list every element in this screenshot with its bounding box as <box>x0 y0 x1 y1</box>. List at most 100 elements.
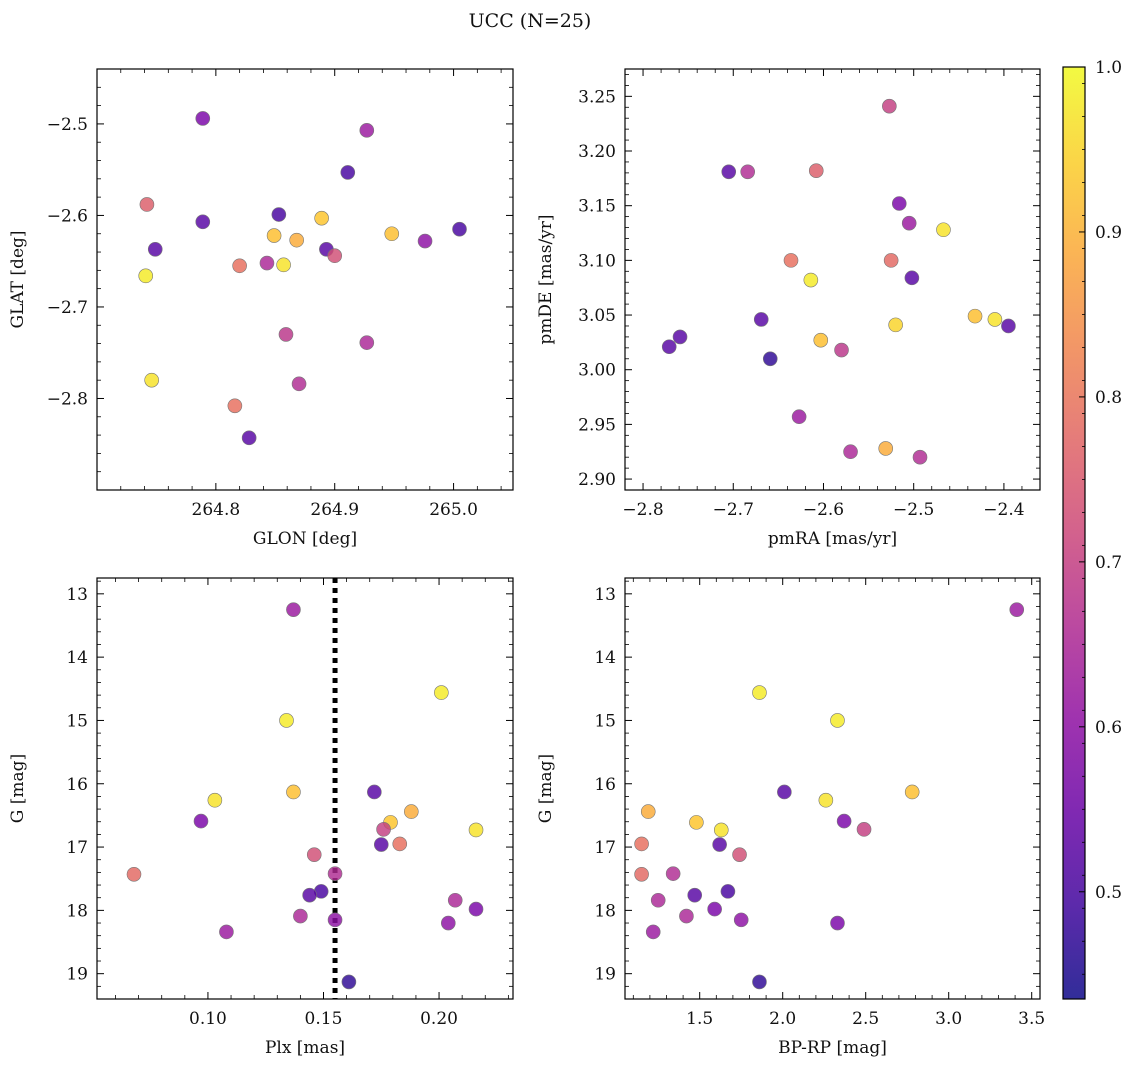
data-point <box>241 430 257 446</box>
x-tick-label: 0.15 <box>305 1009 343 1029</box>
y-tick-label: 3.05 <box>578 306 616 326</box>
colorbar-tick-label: 0.8 <box>1095 388 1122 408</box>
y-tick-label: −2.6 <box>47 206 88 226</box>
figure-title: UCC (N=25) <box>469 10 592 32</box>
data-point <box>1001 318 1016 334</box>
data-point <box>830 713 845 728</box>
data-point <box>883 253 899 268</box>
y-tick-label: 18 <box>594 901 616 921</box>
data-point <box>912 449 928 465</box>
data-point <box>672 329 688 345</box>
data-point <box>904 784 920 800</box>
data-point <box>753 312 769 327</box>
data-point <box>227 398 243 414</box>
data-point <box>687 887 703 903</box>
x-tick-label: −2.7 <box>713 500 754 520</box>
data-point <box>138 268 154 284</box>
data-point <box>783 253 799 268</box>
data-point <box>661 339 677 355</box>
data-point <box>987 312 1003 327</box>
data-point <box>468 901 484 917</box>
data-point <box>447 892 463 908</box>
data-point <box>752 685 767 700</box>
data-point <box>645 924 661 940</box>
data-point <box>417 233 433 249</box>
y-tick-label: 13 <box>66 585 88 605</box>
data-point <box>634 836 649 852</box>
data-point <box>791 409 807 425</box>
axes-frame <box>624 577 1041 1000</box>
panel-plx-g: 0.10 0.15 0.20 13 14 15 16 17 18 19 Plx [mas] G [ma… <box>8 577 514 1058</box>
data-point <box>144 372 159 388</box>
y-tick-label: 19 <box>66 965 88 985</box>
y-tick-label: 16 <box>66 775 88 795</box>
x-tick-label: 0.20 <box>420 1009 458 1029</box>
data-point <box>126 866 142 882</box>
data-point <box>904 270 920 286</box>
y-tick-label: 18 <box>66 901 88 921</box>
data-point <box>803 272 819 288</box>
data-point <box>640 804 656 819</box>
data-point <box>367 784 382 800</box>
data-point <box>327 248 343 264</box>
data-point <box>286 784 301 800</box>
data-point <box>340 165 356 180</box>
data-point <box>434 685 449 700</box>
colorbar-tick-label: 0.9 <box>1095 223 1122 243</box>
data-point <box>147 241 163 257</box>
x-tick-label: 265.0 <box>429 500 478 520</box>
data-point <box>834 342 849 358</box>
x-tick-label: 2.5 <box>852 1009 879 1029</box>
y-tick-label: 3.10 <box>578 251 616 271</box>
data-point <box>468 822 484 838</box>
y-tick-label: 15 <box>594 711 616 731</box>
colorbar-tick-label: 0.5 <box>1095 883 1122 903</box>
data-point <box>888 317 903 333</box>
data-point <box>713 822 729 838</box>
y-tick-label: 3.00 <box>578 361 616 381</box>
colorbar-tick-label: 0.7 <box>1095 553 1122 573</box>
y-tick-label: 16 <box>594 775 616 795</box>
y-tick-label: 14 <box>66 648 88 668</box>
data-point <box>266 228 282 243</box>
data-point <box>373 837 389 852</box>
data-point <box>259 255 275 271</box>
data-point <box>733 912 749 928</box>
points-group <box>138 111 467 446</box>
y-tick-label: −2.7 <box>47 298 88 318</box>
x-tick-label: −2.4 <box>983 500 1024 520</box>
data-point <box>1009 602 1025 617</box>
x-tick-label: −2.8 <box>622 500 663 520</box>
data-point <box>830 915 845 931</box>
data-point <box>452 221 467 237</box>
y-tick-label: 2.90 <box>578 470 616 490</box>
data-point <box>936 222 951 238</box>
y-axis-label: G [mag] <box>8 754 28 823</box>
x-axis-label: BP-RP [mag] <box>778 1038 887 1058</box>
data-point <box>721 164 737 180</box>
points-group <box>661 98 1016 465</box>
data-point <box>359 335 375 350</box>
data-point <box>665 866 681 881</box>
y-tick-label: −2.5 <box>47 115 88 135</box>
data-point <box>707 901 722 917</box>
data-point <box>752 974 767 990</box>
data-point <box>882 98 897 114</box>
data-point <box>139 197 155 212</box>
panel-bprp-g: 1.5 2.0 2.5 3.0 3.5 13 14 15 16 17 18 19 BP-RP [mag]… <box>536 577 1045 1058</box>
data-point <box>813 332 829 348</box>
data-point <box>271 207 287 222</box>
data-point <box>327 912 343 928</box>
data-point <box>195 111 211 126</box>
data-point <box>856 822 872 837</box>
data-point <box>967 308 983 324</box>
data-point <box>440 915 456 931</box>
y-tick-label: 3.20 <box>578 142 616 162</box>
x-tick-label: −2.5 <box>893 500 934 520</box>
data-point <box>634 866 649 882</box>
y-tick-label: 17 <box>594 838 616 858</box>
points-group <box>634 602 1025 990</box>
axes-frame <box>624 68 1041 491</box>
data-point <box>195 214 211 230</box>
data-point <box>219 924 234 940</box>
